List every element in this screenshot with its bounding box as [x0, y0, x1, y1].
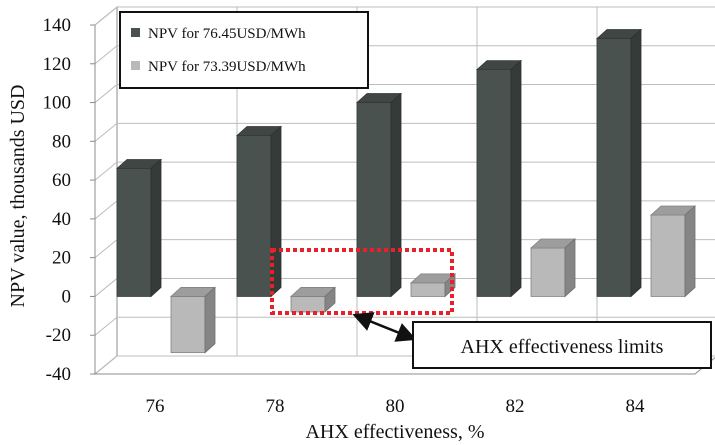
gridline-side — [94, 84, 118, 103]
y-tick-labels: -40 -20 0 20 40 60 80 100 120 140 — [43, 15, 95, 385]
x-tick-label: 84 — [626, 396, 646, 417]
bar — [289, 286, 337, 313]
y-tick-label: -20 — [46, 325, 71, 346]
callout-box — [412, 321, 712, 369]
bar — [169, 286, 217, 354]
bar-side — [324, 286, 336, 313]
bar-side — [204, 286, 216, 354]
legend-box — [119, 11, 369, 89]
bar-front — [410, 282, 446, 297]
gridline-side — [94, 122, 118, 142]
legend: NPV for 76.45USD/MWh NPV for 73.39USD/MWh — [119, 11, 369, 89]
y-tick-label: 20 — [52, 248, 71, 269]
bar-front — [116, 168, 152, 297]
x-tick-labels: 76 78 80 82 84 — [146, 396, 646, 417]
x-tick-label: 78 — [266, 396, 285, 417]
x-tick-label: 82 — [506, 396, 525, 417]
y-tick-label: 60 — [52, 170, 71, 191]
bar-side — [390, 92, 402, 298]
gridline-side — [94, 278, 118, 297]
gridline-side — [94, 316, 118, 336]
bars — [115, 28, 697, 354]
legend-label: NPV for 76.45USD/MWh — [148, 26, 306, 42]
axis-titles: AHX effectiveness, % NPV value, thousand… — [7, 85, 485, 443]
legend-label: NPV for 73.39USD/MWh — [148, 59, 306, 75]
gridline-side — [94, 355, 118, 375]
side-wall — [94, 5, 118, 376]
gridline-side — [94, 161, 118, 181]
y-axis-title: NPV value, thousands USD — [7, 85, 29, 308]
bar-front — [356, 102, 392, 297]
bar — [115, 158, 163, 298]
callout-arrow — [352, 312, 417, 342]
bar-front — [236, 135, 272, 297]
x-tick-label: 80 — [386, 396, 405, 417]
y-tick-label: 80 — [52, 131, 71, 152]
bar — [235, 125, 283, 298]
y-tick-label: 120 — [43, 54, 72, 75]
bar-side — [270, 125, 282, 298]
bar — [355, 92, 403, 298]
bar-side — [150, 158, 162, 298]
bar — [529, 238, 577, 298]
bar-side — [684, 205, 696, 298]
bar — [409, 272, 457, 298]
bar-side — [630, 28, 642, 298]
bar — [475, 59, 523, 298]
annotation: AHX effectiveness limits — [270, 248, 712, 369]
x-tick-label: 76 — [146, 396, 165, 417]
y-tick-label: 140 — [43, 15, 72, 36]
bar-side — [510, 59, 522, 298]
bar-front — [530, 247, 566, 297]
legend-swatch — [131, 28, 140, 37]
bar-side — [564, 238, 576, 298]
gridline-side — [94, 45, 118, 65]
legend-swatch — [131, 61, 140, 70]
y-tick-label: -40 — [46, 364, 71, 385]
bar-front — [170, 296, 206, 354]
callout-label: AHX effectiveness limits — [461, 336, 664, 358]
y-tick-label: 100 — [43, 93, 72, 114]
gridline-side — [94, 200, 118, 220]
bar — [595, 28, 643, 298]
bar-front — [476, 69, 512, 297]
bar — [649, 205, 697, 298]
bar-front — [596, 38, 632, 297]
x-axis-title: AHX effectiveness, % — [305, 421, 484, 443]
bar-front — [290, 296, 326, 313]
y-tick-label: 40 — [52, 209, 71, 230]
gridline-side — [94, 6, 118, 26]
bar-front — [650, 214, 686, 297]
y-tick-label: 0 — [62, 286, 72, 307]
gridline-side — [94, 239, 118, 259]
